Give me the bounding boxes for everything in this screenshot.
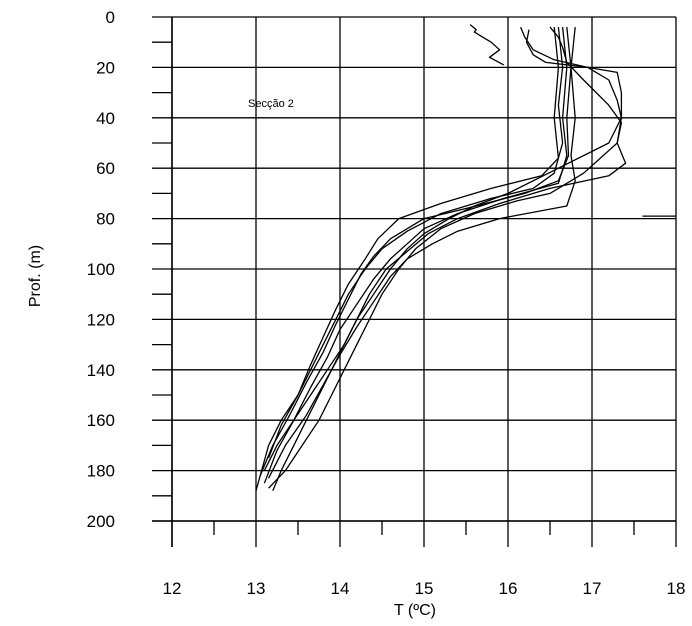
section-annotation: Secção 2 <box>248 98 294 110</box>
x-tick-label: 17 <box>583 579 602 598</box>
x-tick-label: 12 <box>163 579 182 598</box>
profile-line-4 <box>263 26 627 471</box>
minor-ticks <box>152 41 635 535</box>
x-tick-label: 18 <box>667 579 686 598</box>
profile-line-9 <box>267 27 560 459</box>
y-tick-labels: 0 20 40 60 80 100 120 140 160 180 200 <box>87 8 115 531</box>
x-tick-label: 13 <box>247 579 266 598</box>
y-tick-label: 20 <box>96 58 115 77</box>
series-lines <box>255 24 676 492</box>
y-tick-label: 60 <box>96 159 115 178</box>
x-tick-labels: 12 13 14 15 16 17 18 <box>163 579 686 598</box>
profile-line-8 <box>268 27 576 479</box>
y-tick-label: 80 <box>96 210 115 229</box>
x-axis-title: T (ºC) <box>394 602 436 619</box>
profile-line-7 <box>263 27 568 484</box>
y-tick-label: 40 <box>96 109 115 128</box>
y-tick-label: 200 <box>87 512 115 531</box>
grid <box>171 16 677 522</box>
profile-line-3 <box>268 26 623 489</box>
x-tick-label: 15 <box>415 579 434 598</box>
y-tick-label: 100 <box>87 260 115 279</box>
y-tick-label: 140 <box>87 361 115 380</box>
x-tick-label: 14 <box>331 579 350 598</box>
profile-line-2 <box>272 29 623 492</box>
y-tick-label: 120 <box>87 310 115 329</box>
axes <box>152 16 677 547</box>
y-tick-label: 180 <box>87 462 115 481</box>
y-axis-title: Prof. (m) <box>27 245 44 307</box>
profile-line-1 <box>469 24 505 66</box>
profile-line-6 <box>259 27 572 476</box>
y-tick-label: 0 <box>106 8 115 27</box>
y-tick-label: 160 <box>87 411 115 430</box>
x-tick-label: 16 <box>499 579 518 598</box>
